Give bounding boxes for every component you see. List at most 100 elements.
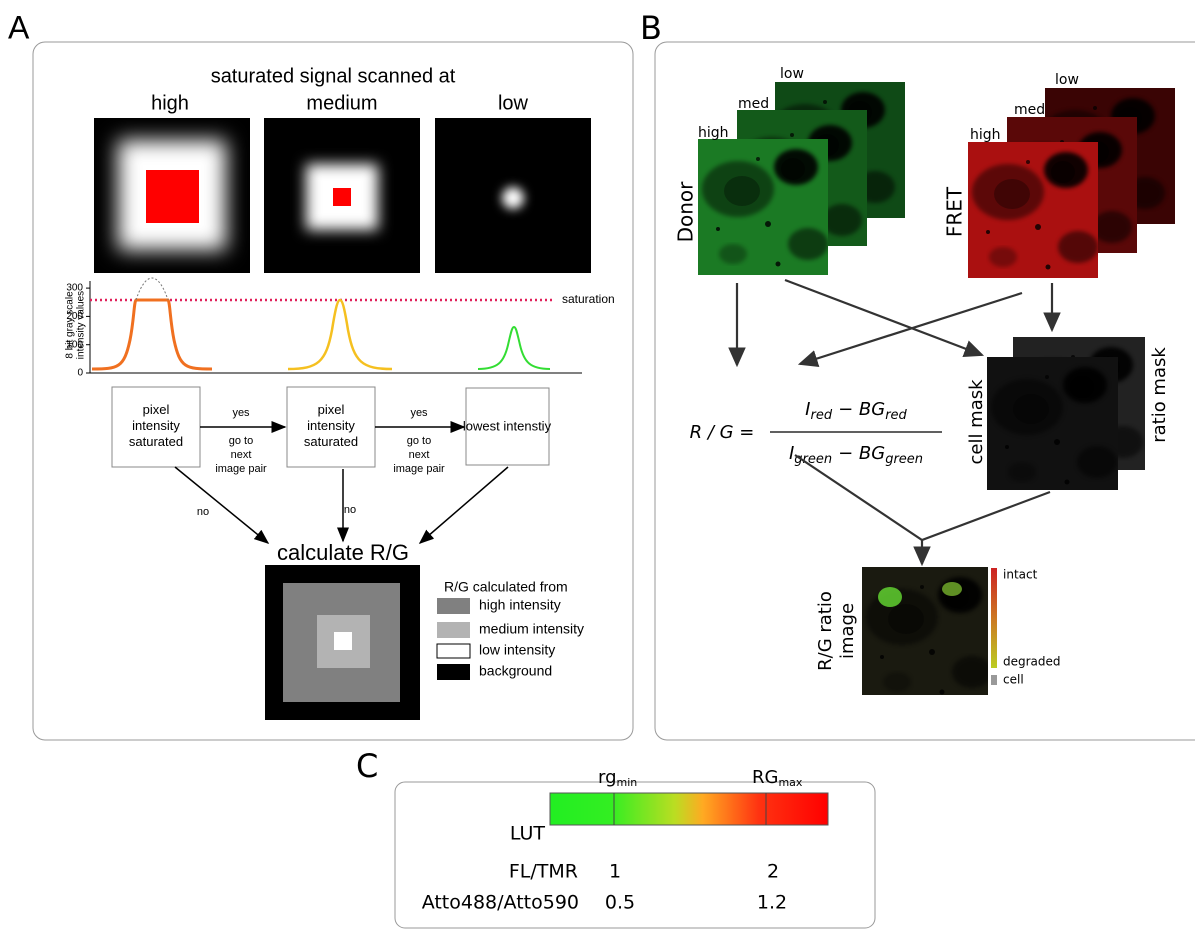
- legend-title: R/G calculated from: [444, 579, 568, 595]
- row-label: FL/TMR: [509, 861, 578, 883]
- shape: [146, 170, 199, 223]
- profile-curve: [288, 300, 392, 369]
- y-tick-label: 300: [66, 283, 83, 294]
- arrow: [175, 467, 268, 543]
- donor-label: Donor: [674, 181, 698, 243]
- stack-level: low: [780, 66, 804, 82]
- text-part: next: [409, 449, 430, 461]
- scan-level: medium: [306, 92, 377, 114]
- scan-image: [94, 118, 250, 273]
- text-part: pixel: [318, 402, 345, 417]
- text-part: pixel: [143, 402, 170, 417]
- formula: R / G = Ired− BGred Igreen− BGgreen: [690, 399, 942, 467]
- donor-image: [698, 139, 828, 275]
- row-value: 1.2: [757, 892, 787, 914]
- formula-lhs: R / G =: [690, 422, 755, 443]
- shape: [333, 188, 351, 206]
- text-part: saturated: [129, 434, 183, 449]
- next-label: go to next image pair: [215, 435, 267, 475]
- arrow: [800, 293, 1022, 364]
- text-part: red: [810, 408, 832, 423]
- panel-c: C rgmin RGmax LUT FL/TMR 1 2 Atto488/Att…: [356, 747, 875, 928]
- legend-item: medium intensity: [479, 621, 584, 637]
- shape: [878, 587, 902, 607]
- ratio-image-label: image: [837, 603, 858, 659]
- text-part: go to: [229, 435, 253, 447]
- row-label: Atto488/Atto590: [422, 892, 579, 914]
- row-value: 2: [767, 861, 779, 883]
- cell-swatch: [991, 675, 997, 685]
- legend-swatch: [437, 644, 470, 658]
- stack-level: med: [1014, 102, 1045, 118]
- legend-swatch: [437, 622, 470, 638]
- intensity-profile: 8 bit gray scale intensity values satura…: [65, 278, 615, 379]
- y-tick-label: 0: [77, 368, 83, 379]
- shape: [334, 632, 352, 650]
- panel-a: A saturated signal scanned at high mediu…: [8, 9, 633, 740]
- legend-swatch: [437, 598, 470, 614]
- arrow: [785, 280, 982, 355]
- shape: [502, 187, 524, 209]
- y-tick-label: 100: [66, 339, 83, 350]
- colorbar: [991, 568, 997, 668]
- result-image: [265, 565, 420, 720]
- row-value: 0.5: [605, 892, 635, 914]
- min-label: rgmin: [598, 767, 637, 789]
- no-label: no: [197, 506, 209, 518]
- text-part: RG: [752, 767, 778, 788]
- no-label: no: [344, 504, 356, 516]
- cell-mask-label: cell mask: [966, 379, 987, 465]
- text-part: intensity: [132, 418, 180, 433]
- profile-curve: [136, 278, 168, 300]
- saturation-label: saturation: [562, 292, 615, 306]
- panel-letter: A: [8, 9, 30, 45]
- text-part: green: [885, 452, 923, 467]
- text-part: − BG: [838, 443, 885, 464]
- flow-box-text: lowest intenstiy: [463, 418, 552, 433]
- yes-label: yes: [232, 407, 250, 419]
- numerator: Ired− BGred: [805, 399, 907, 423]
- fret-label: FRET: [943, 186, 967, 237]
- stack-level: med: [738, 96, 769, 112]
- lut-label: LUT: [510, 823, 546, 845]
- denominator: Igreen− BGgreen: [789, 443, 923, 467]
- text-part: min: [617, 776, 638, 789]
- ratio-mask-label: ratio mask: [1149, 347, 1170, 443]
- y-tick-label: 200: [66, 311, 83, 322]
- legend-item: low intensity: [479, 642, 555, 658]
- colorbar-label: intact: [1003, 568, 1038, 582]
- text-part: − BG: [838, 399, 885, 420]
- max-label: RGmax: [752, 767, 803, 789]
- profile-curve: [92, 300, 212, 369]
- scan-image: [435, 118, 591, 273]
- panel-title: saturated signal scanned at: [211, 65, 456, 87]
- figure: A saturated signal scanned at high mediu…: [0, 0, 1195, 930]
- legend-item: background: [479, 663, 552, 679]
- legend-item: high intensity: [479, 597, 561, 613]
- panel-letter: C: [356, 747, 378, 785]
- panel-letter: B: [640, 9, 662, 47]
- text-part: saturated: [304, 434, 358, 449]
- ratio-image: [862, 567, 992, 695]
- panel-b: B low med high Donor low med high FRET R…: [640, 9, 1195, 740]
- yes-label: yes: [410, 407, 428, 419]
- scan-level: high: [151, 92, 189, 114]
- stack-level: high: [970, 127, 1001, 143]
- shape: [942, 582, 962, 596]
- text-part: intensity: [307, 418, 355, 433]
- text-part: next: [231, 449, 252, 461]
- cell-mask-image: [987, 357, 1118, 490]
- text-part: image pair: [215, 463, 267, 475]
- lut-bar: [550, 793, 828, 825]
- arrow: [420, 467, 508, 543]
- text-part: rg: [598, 767, 617, 788]
- result-title: calculate R/G: [277, 540, 409, 565]
- legend-swatch: [437, 664, 470, 680]
- text-part: max: [778, 776, 802, 789]
- stack-level: low: [1055, 72, 1079, 88]
- profile-curve: [478, 327, 550, 369]
- ratio-image-label: R/G ratio: [815, 591, 836, 671]
- text-part: image pair: [393, 463, 445, 475]
